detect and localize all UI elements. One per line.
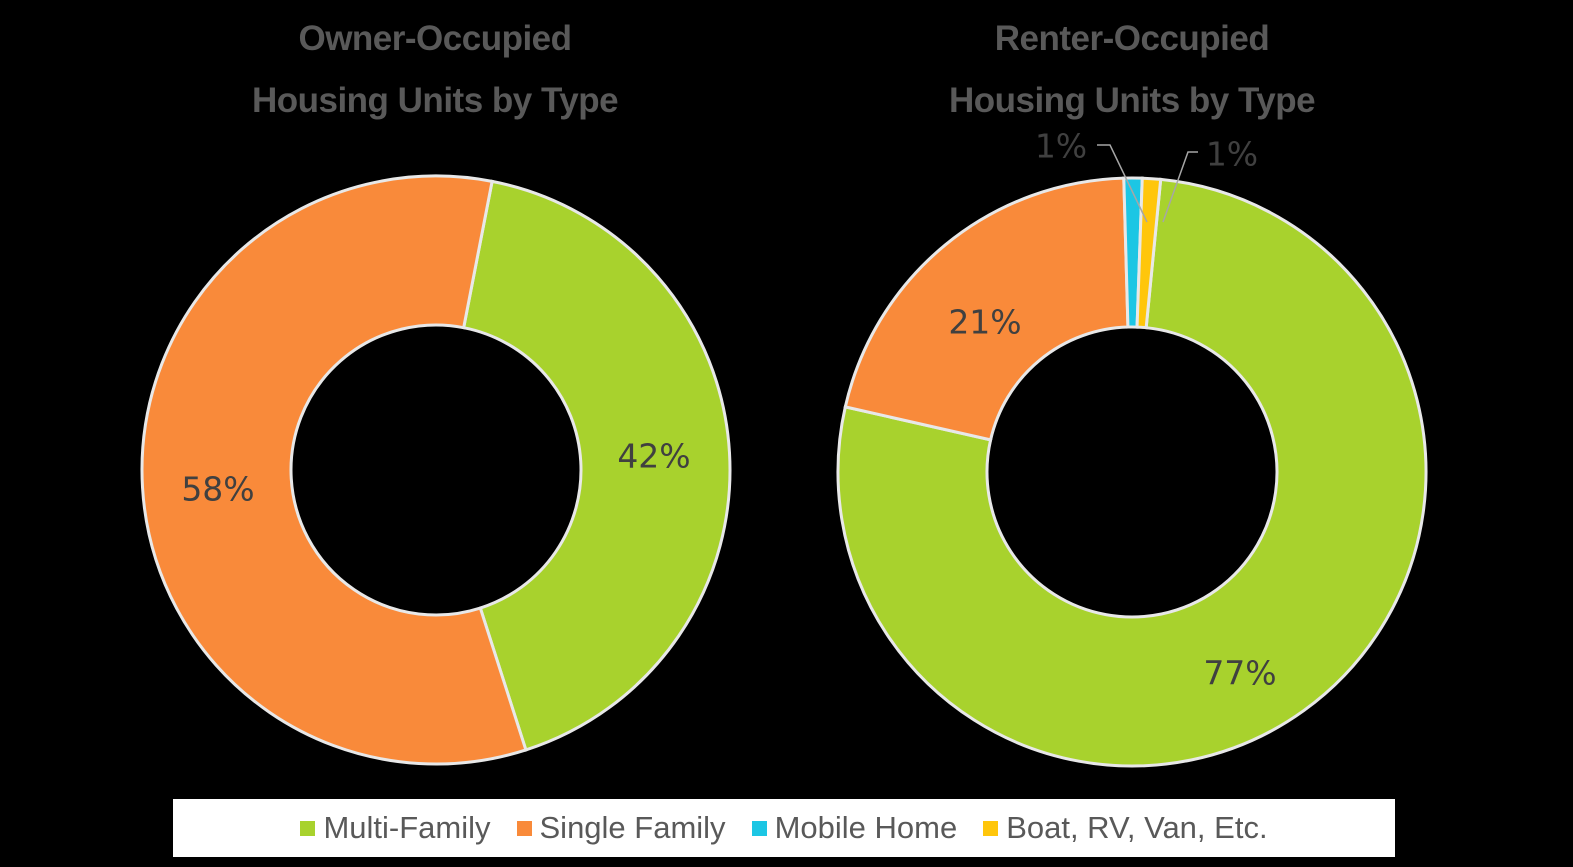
leader-line-mobile-home bbox=[1097, 144, 1148, 223]
slice-boat-rv-van-etc bbox=[1135, 176, 1163, 330]
legend-swatch-multi-family bbox=[300, 820, 316, 836]
owner-donut: 42% 58% bbox=[140, 174, 732, 766]
owner-chart-title: Owner-Occupied Housing Units by Type bbox=[251, 19, 619, 120]
legend-label: Multi-Family bbox=[323, 810, 491, 845]
data-label-mobile-home: 1% bbox=[1035, 127, 1087, 166]
legend: Multi-Family Single Family Mobile Home B… bbox=[173, 799, 1395, 857]
legend-item-multi-family: Multi-Family bbox=[300, 810, 491, 846]
data-label-multi-family: 77% bbox=[1203, 654, 1276, 693]
legend-item-single-family: Single Family bbox=[516, 810, 726, 846]
leader-line-boat-rv-van-etc bbox=[1162, 151, 1198, 223]
slice-multi-family bbox=[836, 177, 1428, 768]
legend-item-mobile-home: Mobile Home bbox=[751, 810, 958, 846]
renter-chart-title: Renter-Occupied Housing Units by Type bbox=[948, 19, 1316, 120]
renter-donut: 77% 21% 1% 1% bbox=[836, 127, 1428, 768]
slice-single-family bbox=[843, 176, 1130, 442]
legend-label: Single Family bbox=[539, 810, 726, 845]
data-label-single-family: 58% bbox=[181, 470, 254, 509]
slice-single-family bbox=[140, 174, 528, 766]
legend-label: Boat, RV, Van, Etc. bbox=[1006, 810, 1268, 845]
legend-item-boat-rv-van: Boat, RV, Van, Etc. bbox=[983, 810, 1268, 846]
legend-swatch-boat-rv-van bbox=[983, 820, 999, 836]
legend-swatch-single-family bbox=[516, 820, 532, 836]
data-label-single-family: 21% bbox=[948, 303, 1021, 342]
slice-multi-family bbox=[461, 179, 732, 752]
legend-swatch-mobile-home bbox=[751, 820, 767, 836]
legend-label: Mobile Home bbox=[774, 810, 958, 845]
data-label-multi-family: 42% bbox=[617, 437, 690, 476]
data-label-boat-rv-van-etc: 1% bbox=[1206, 135, 1258, 174]
